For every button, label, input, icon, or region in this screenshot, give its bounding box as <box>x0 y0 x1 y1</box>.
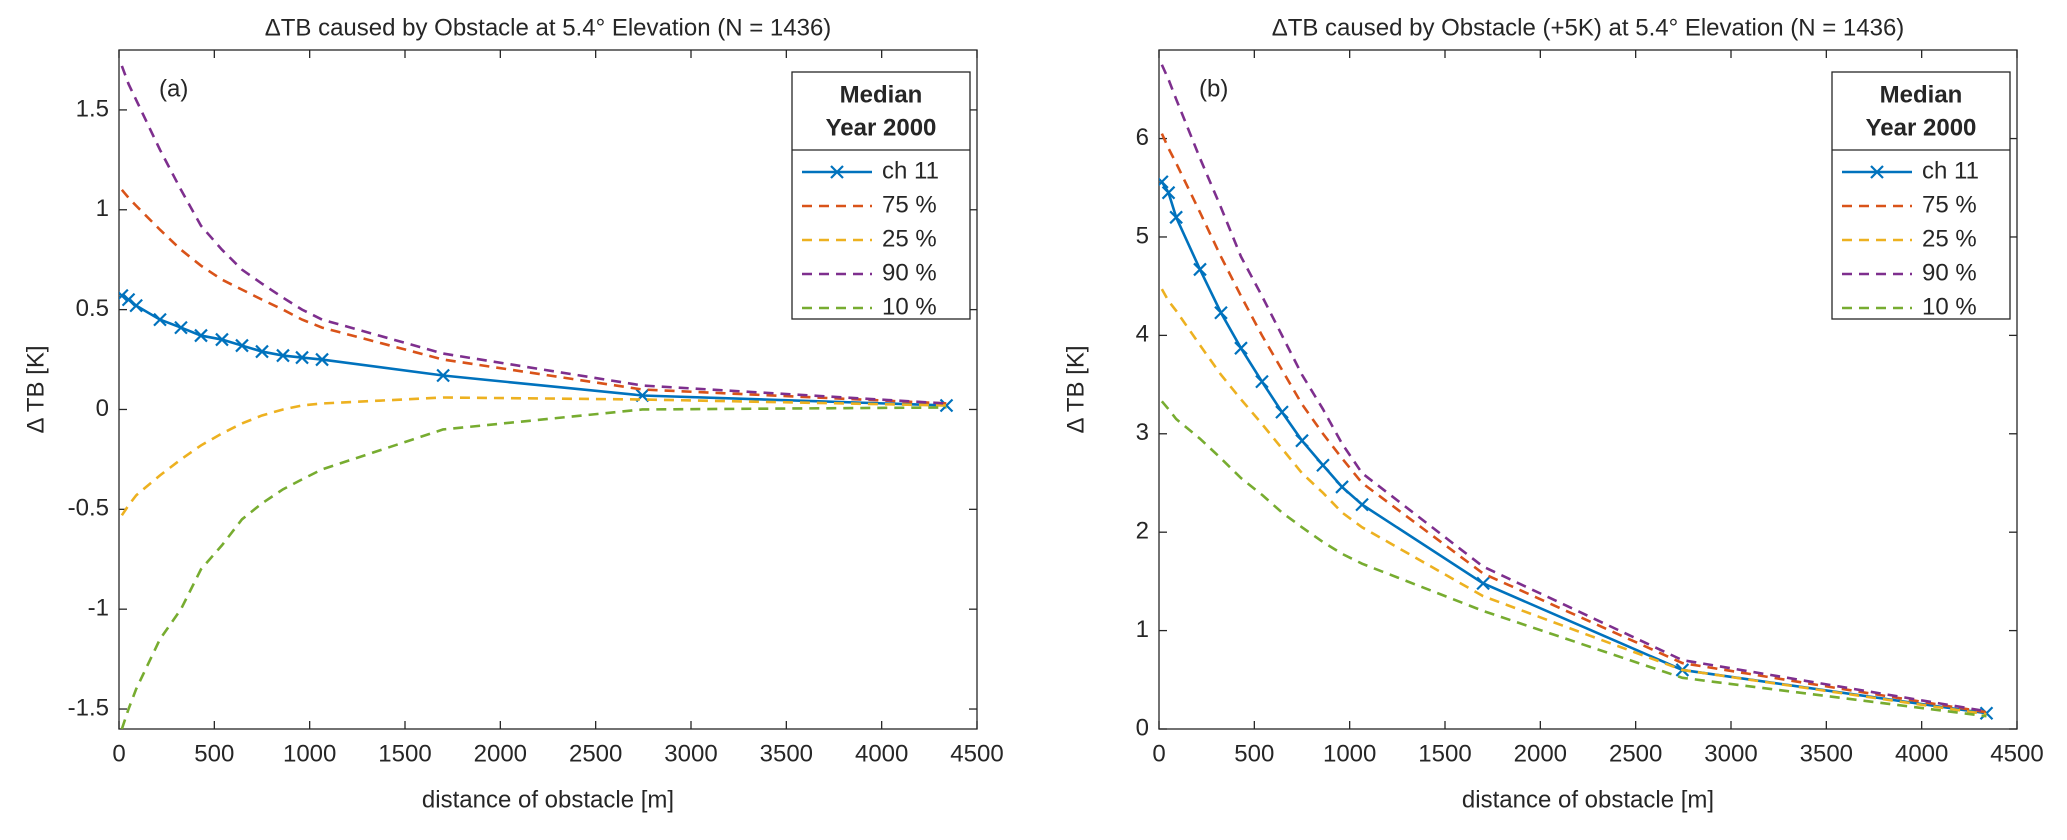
plot-lines <box>1159 64 1994 721</box>
marker <box>215 332 229 347</box>
x-tick-label: 1500 <box>378 740 431 767</box>
series-line <box>1160 133 1987 714</box>
x-tick-label: 3000 <box>664 740 717 767</box>
legend-label: 25 % <box>882 225 937 252</box>
x-tick-label: 1000 <box>1323 740 1376 767</box>
legend-title: Median <box>840 81 923 108</box>
y-tick-label: 4 <box>1136 321 1149 348</box>
x-tick-label: 500 <box>1234 740 1274 767</box>
marker <box>1214 305 1228 320</box>
series-line <box>120 188 947 405</box>
y-axis-label: Δ TB [K] <box>22 345 49 433</box>
legend-label: 10 % <box>1922 293 1977 320</box>
marker <box>1169 210 1183 225</box>
y-tick-label: 0.5 <box>76 295 109 322</box>
marker <box>939 398 954 413</box>
x-tick-label: 2500 <box>1609 740 1662 767</box>
x-tick-label: 0 <box>1152 740 1165 767</box>
legend-label: 25 % <box>1922 225 1977 252</box>
y-tick-label: 0 <box>1136 714 1149 741</box>
marker <box>235 338 249 353</box>
marker <box>276 348 290 363</box>
x-tick-label: 3500 <box>1800 740 1853 767</box>
legend-label: 90 % <box>882 259 937 286</box>
y-axis-label: Δ TB [K] <box>1062 345 1089 433</box>
legend-title: Year 2000 <box>826 114 937 141</box>
marker <box>194 328 208 343</box>
marker <box>1193 262 1207 277</box>
marker <box>174 320 188 335</box>
legend-label: 75 % <box>882 191 937 218</box>
marker <box>315 352 329 367</box>
marker <box>1275 405 1289 419</box>
x-tick-label: 2000 <box>1514 740 1567 767</box>
plot-lines <box>119 65 954 729</box>
marker <box>436 368 450 383</box>
legend-box <box>791 71 971 320</box>
y-tick-label: -1 <box>88 595 109 622</box>
x-tick-label: 3500 <box>760 740 813 767</box>
marker <box>1161 185 1176 200</box>
series-line <box>1160 288 1987 716</box>
x-axis-label: distance of obstacle [m] <box>1462 786 1714 813</box>
series-line <box>120 406 947 729</box>
x-tick-label: 4000 <box>855 740 908 767</box>
legend-title: Year 2000 <box>1866 114 1977 141</box>
chart-title: ΔTB caused by Obstacle at 5.4° Elevation… <box>265 14 832 41</box>
marker <box>1234 341 1248 355</box>
panel-label: (a) <box>159 75 188 102</box>
y-tick-label: -0.5 <box>68 495 109 522</box>
marker <box>1335 480 1349 494</box>
marker <box>153 312 167 327</box>
panel-label: (b) <box>1199 75 1228 102</box>
legend-label: ch 11 <box>1922 157 1979 184</box>
x-tick-label: 0 <box>112 740 125 767</box>
series-line <box>120 396 947 517</box>
x-tick-label: 1000 <box>283 740 336 767</box>
series-line <box>120 65 947 405</box>
legend-label: 10 % <box>882 293 937 320</box>
y-tick-label: 5 <box>1136 222 1149 249</box>
legend-title: Median <box>1880 81 1963 108</box>
marker <box>295 350 309 365</box>
marker <box>121 292 136 307</box>
x-tick-label: 2000 <box>474 740 527 767</box>
y-tick-label: 1 <box>1136 616 1149 643</box>
marker <box>1316 458 1330 473</box>
legend-marker <box>1870 165 1884 179</box>
y-tick-label: 6 <box>1136 124 1149 151</box>
legend-marker <box>830 165 844 179</box>
x-tick-label: 4000 <box>1895 740 1948 767</box>
marker <box>255 344 269 359</box>
legend-label: 75 % <box>1922 191 1977 218</box>
x-axis-label: distance of obstacle [m] <box>422 786 674 813</box>
marker <box>129 298 143 313</box>
x-tick-label: 4500 <box>1990 740 2043 767</box>
legend-label: ch 11 <box>882 157 939 184</box>
marker <box>119 288 129 303</box>
y-tick-label: 1 <box>96 195 109 222</box>
x-tick-label: 500 <box>194 740 234 767</box>
marker <box>1255 374 1269 389</box>
x-tick-label: 3000 <box>1704 740 1757 767</box>
x-tick-label: 4500 <box>950 740 1003 767</box>
y-tick-label: 0 <box>96 395 109 422</box>
y-tick-label: 2 <box>1136 518 1149 545</box>
marker <box>1355 497 1369 512</box>
marker <box>1159 175 1169 189</box>
x-tick-label: 2500 <box>569 740 622 767</box>
legend-box <box>1831 71 2011 320</box>
series-line <box>1160 400 1987 718</box>
y-tick-label: 1.5 <box>76 95 109 122</box>
series-line <box>1160 64 1987 713</box>
y-tick-label: 3 <box>1136 419 1149 446</box>
marker <box>1295 433 1309 448</box>
x-tick-label: 1500 <box>1418 740 1471 767</box>
legend-label: 90 % <box>1922 259 1977 286</box>
marker <box>1476 576 1490 591</box>
y-tick-label: -1.5 <box>68 694 109 721</box>
chart-title: ΔTB caused by Obstacle (+5K) at 5.4° Ele… <box>1272 14 1905 41</box>
